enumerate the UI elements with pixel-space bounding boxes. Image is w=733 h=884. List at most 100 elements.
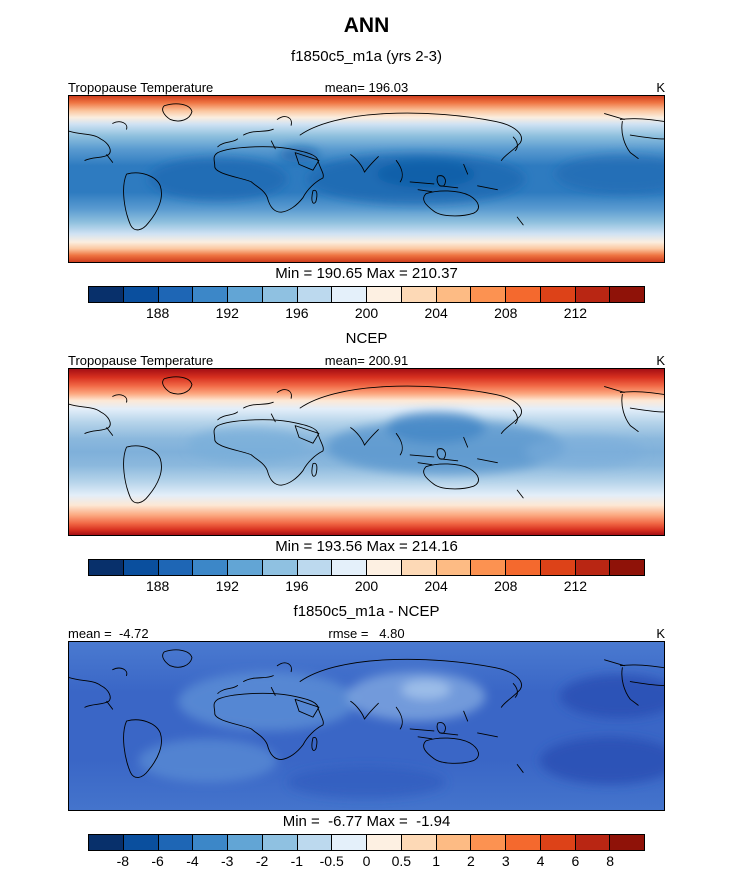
figure-title: ANN xyxy=(343,14,390,37)
colorbar-tick-label: -2 xyxy=(255,853,269,869)
diff-rmse-label: rmse = 4.80 xyxy=(328,626,405,641)
colorbar-segment xyxy=(123,835,159,850)
colorbar-tick-label: 192 xyxy=(215,578,239,594)
colorbar-tick-label: 8 xyxy=(606,853,615,869)
colorbar-segment xyxy=(575,835,611,850)
colorbar-segment xyxy=(89,560,124,575)
obs-variable-label: Tropopause Temperature xyxy=(68,353,214,368)
colorbar-tick-label: 3 xyxy=(501,853,510,869)
colorbar-segment xyxy=(228,835,263,850)
colorbar-segment xyxy=(332,560,367,575)
colorbar-segment xyxy=(158,560,194,575)
colorbar-segment xyxy=(401,835,437,850)
colorbar-segment xyxy=(193,560,228,575)
colorbar-segment xyxy=(123,560,159,575)
colorbar-segment xyxy=(575,287,611,302)
colorbar-tick-label: 188 xyxy=(145,305,170,321)
model-panel-header: Tropopause Temperature mean= 196.03 K xyxy=(68,79,665,95)
colorbar-tick-label: 208 xyxy=(494,305,518,321)
diff-map xyxy=(68,641,665,811)
model-mean-label: mean= 196.03 xyxy=(324,80,409,95)
colorbar-tick-label: -4 xyxy=(186,853,199,869)
colorbar-tick-label: 4 xyxy=(536,853,545,869)
colorbar-segment xyxy=(297,560,333,575)
colorbar-tick-label: -1 xyxy=(290,853,304,869)
colorbar-tick-label: 2 xyxy=(467,853,475,869)
colorbar-segment xyxy=(540,560,576,575)
colorbar-segment xyxy=(89,287,124,302)
colorbar-segment xyxy=(471,560,506,575)
obs-section-title: NCEP xyxy=(345,330,388,347)
colorbar-tick-label: 0 xyxy=(362,853,371,869)
diff-panel-header: mean = -4.72 rmse = 4.80 K xyxy=(68,625,665,641)
diff-colorbar-ticks: -8 -6 -4 -3 -2 -1 -0.5 0 0.5 1 2 3 4 6 8 xyxy=(88,851,645,870)
model-variable-label: Tropopause Temperature xyxy=(68,80,214,95)
diff-colorbar: -8 -6 -4 -3 -2 -1 -0.5 0 0.5 1 2 3 4 6 8 xyxy=(88,834,645,870)
obs-unit-label: K xyxy=(656,353,665,368)
colorbar-segment xyxy=(262,560,298,575)
colorbar-segment xyxy=(436,287,472,302)
colorbar-segment xyxy=(228,287,263,302)
obs-colorbar-ticks: 188 192 196 200 204 208 212 xyxy=(88,576,645,595)
colorbar-tick-label: 200 xyxy=(354,305,379,321)
colorbar-segment xyxy=(297,287,333,302)
colorbar-tick-label: 188 xyxy=(145,578,170,594)
colorbar-segment xyxy=(506,560,541,575)
colorbar-tick-label: -8 xyxy=(116,853,130,869)
colorbar-segment xyxy=(262,835,298,850)
colorbar-tick-label: 204 xyxy=(424,578,448,594)
diff-mean-label: mean = -4.72 xyxy=(68,626,149,641)
obs-panel-header: Tropopause Temperature mean= 200.91 K xyxy=(68,352,665,368)
obs-mean-label: mean= 200.91 xyxy=(324,353,409,368)
colorbar-tick-label: 6 xyxy=(571,853,580,869)
diff-section-title: f1850c5_m1a - NCEP xyxy=(293,603,440,620)
colorbar-tick-label: -6 xyxy=(151,853,164,869)
colorbar-segment xyxy=(193,287,228,302)
colorbar-segment xyxy=(436,835,472,850)
obs-colorbar: 188 192 196 200 204 208 212 xyxy=(88,559,645,595)
model-colorbar-ticks: 188 192 196 200 204 208 212 xyxy=(88,303,645,322)
colorbar-segment xyxy=(158,287,194,302)
colorbar-segment xyxy=(610,287,644,302)
model-map xyxy=(68,95,665,263)
colorbar-segment xyxy=(401,560,437,575)
colorbar-segment xyxy=(367,560,402,575)
colorbar-tick-label: 208 xyxy=(494,578,518,594)
colorbar-segment xyxy=(540,835,576,850)
colorbar-segment xyxy=(610,560,644,575)
diff-unit-label: K xyxy=(656,626,665,641)
obs-colorbar-segments xyxy=(88,559,645,576)
model-minmax: Min = 190.65 Max = 210.37 xyxy=(275,265,458,282)
colorbar-tick-label: 1 xyxy=(432,853,441,869)
colorbar-segment xyxy=(332,287,367,302)
diff-colorbar-segments xyxy=(88,834,645,851)
colorbar-tick-label: 192 xyxy=(215,305,239,321)
colorbar-segment xyxy=(575,560,611,575)
colorbar-tick-label: -3 xyxy=(221,853,234,869)
colorbar-segment xyxy=(193,835,228,850)
colorbar-segment xyxy=(471,835,506,850)
colorbar-segment xyxy=(228,560,263,575)
colorbar-tick-label: 200 xyxy=(354,578,379,594)
colorbar-segment xyxy=(158,835,194,850)
colorbar-segment xyxy=(436,560,472,575)
colorbar-segment xyxy=(332,835,367,850)
colorbar-tick-label: 196 xyxy=(285,305,309,321)
colorbar-tick-label: -0.5 xyxy=(319,853,344,869)
colorbar-segment xyxy=(540,287,576,302)
colorbar-segment xyxy=(471,287,506,302)
colorbar-segment xyxy=(367,287,402,302)
model-colorbar-segments xyxy=(88,286,645,303)
colorbar-segment xyxy=(367,835,402,850)
colorbar-segment xyxy=(506,835,541,850)
colorbar-tick-label: 204 xyxy=(424,305,448,321)
colorbar-tick-label: 196 xyxy=(285,578,309,594)
colorbar-tick-label: 0.5 xyxy=(391,853,412,869)
colorbar-tick-label: 212 xyxy=(563,578,588,594)
colorbar-segment xyxy=(610,835,644,850)
obs-map xyxy=(68,368,665,536)
colorbar-segment xyxy=(89,835,124,850)
colorbar-segment xyxy=(506,287,541,302)
colorbar-segment xyxy=(297,835,333,850)
